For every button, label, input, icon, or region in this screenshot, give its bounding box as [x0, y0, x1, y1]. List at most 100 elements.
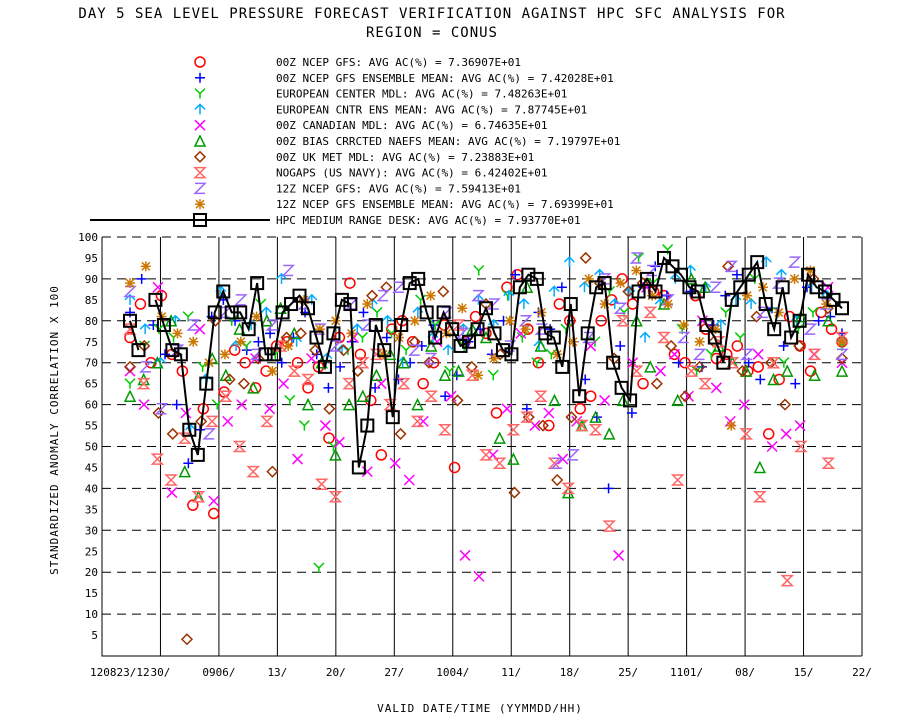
y-tick-label: 20: [85, 566, 98, 579]
data-point: [771, 277, 786, 289]
y-tick-label: 90: [85, 273, 98, 286]
series-line: [154, 256, 843, 468]
data-point: [417, 415, 429, 427]
x-tick-label: 1004/: [436, 666, 469, 679]
data-point: [301, 373, 315, 386]
data-point: [427, 356, 440, 369]
data-point: [182, 311, 194, 322]
data-point: [595, 315, 607, 327]
data-point: [561, 485, 575, 499]
data-point: [376, 289, 390, 302]
data-point: [548, 285, 560, 297]
y-tick-label: 35: [85, 503, 98, 516]
data-point: [366, 289, 379, 302]
data-point: [479, 449, 493, 461]
legend-entry: 12Z NCEP GFS ENSEMBLE MEAN: AVG AC(%) = …: [195, 198, 614, 211]
data-point: [682, 280, 697, 295]
data-point: [274, 301, 287, 314]
data-point: [323, 432, 335, 444]
data-point: [370, 368, 383, 382]
data-point: [356, 332, 369, 343]
data-point: [205, 415, 219, 428]
data-point: [177, 432, 192, 444]
data-point: [328, 340, 343, 352]
data-point: [682, 390, 694, 402]
data-point: [240, 340, 252, 351]
data-point: [807, 348, 822, 361]
data-point: [536, 419, 550, 432]
data-point: [716, 355, 731, 370]
data-point: [733, 280, 748, 295]
data-point: [543, 407, 555, 419]
y-tick-label: 100: [78, 231, 98, 244]
data-point: [445, 322, 460, 337]
data-point: [579, 251, 592, 265]
data-point: [298, 420, 310, 431]
data-point: [637, 377, 649, 390]
data-point: [783, 310, 796, 323]
data-point: [377, 343, 392, 358]
data-point: [253, 336, 264, 347]
data-point: [821, 457, 836, 470]
data-point: [640, 271, 655, 286]
data-point: [538, 326, 553, 341]
data-point: [487, 326, 502, 341]
data-point: [741, 267, 756, 282]
data-point: [148, 292, 163, 307]
legend-label: EUROPEAN CNTR ENS MEAN: AVG AC(%) = 7.87…: [276, 103, 587, 116]
data-point: [818, 284, 833, 299]
data-point: [355, 356, 370, 369]
data-point: [138, 399, 150, 411]
data-point: [351, 323, 363, 335]
data-point: [707, 330, 722, 345]
data-point: [375, 449, 388, 461]
data-point: [326, 326, 341, 341]
legend-label: HPC MEDIUM RANGE DESK: AVG AC(%) = 7.937…: [276, 214, 581, 227]
data-point: [752, 361, 764, 373]
data-point: [258, 347, 273, 362]
data-point: [171, 399, 182, 410]
series-hpc-medium-range-desk: [123, 250, 849, 475]
data-point: [267, 347, 282, 362]
series-00z-bias-crrcted-naefs-mean: [123, 272, 849, 503]
data-point: [267, 366, 278, 377]
data-point: [521, 267, 536, 282]
data-point: [400, 344, 412, 356]
data-point: [199, 376, 214, 391]
legend-entry: 00Z CANADIAN MDL: AVG AC(%) = 6.74635E+0…: [194, 119, 548, 132]
data-point: [301, 397, 315, 411]
data-point: [633, 252, 645, 263]
data-point: [694, 336, 705, 347]
data-point: [425, 290, 436, 301]
data-point: [520, 411, 534, 423]
data-point: [487, 369, 499, 381]
data-point: [266, 465, 279, 478]
data-point: [397, 356, 411, 369]
legend-entry: 00Z BIAS CRRCTED NAEFS MEAN: AVG AC(%) =…: [193, 134, 620, 148]
data-point: [522, 411, 535, 424]
data-point: [650, 261, 661, 272]
data-point: [187, 499, 199, 511]
legend-label: 00Z BIAS CRRCTED NAEFS MEAN: AVG AC(%) =…: [276, 135, 620, 148]
data-point: [490, 407, 503, 419]
data-point: [801, 267, 816, 282]
data-point: [422, 356, 436, 369]
data-point: [578, 281, 590, 293]
data-point: [232, 440, 247, 453]
data-point: [342, 377, 356, 390]
data-point: [503, 289, 515, 301]
data-point: [758, 297, 773, 312]
data-point: [608, 352, 621, 365]
data-point: [767, 322, 782, 337]
data-point: [131, 343, 146, 358]
data-point: [724, 415, 736, 427]
data-point: [381, 332, 392, 343]
data-point: [512, 280, 527, 295]
data-point: [495, 343, 510, 358]
x-tick-label: 1101/: [670, 666, 703, 679]
data-point: [616, 393, 630, 407]
data-point: [613, 549, 625, 561]
data-point: [657, 331, 671, 344]
data-point: [480, 327, 492, 340]
